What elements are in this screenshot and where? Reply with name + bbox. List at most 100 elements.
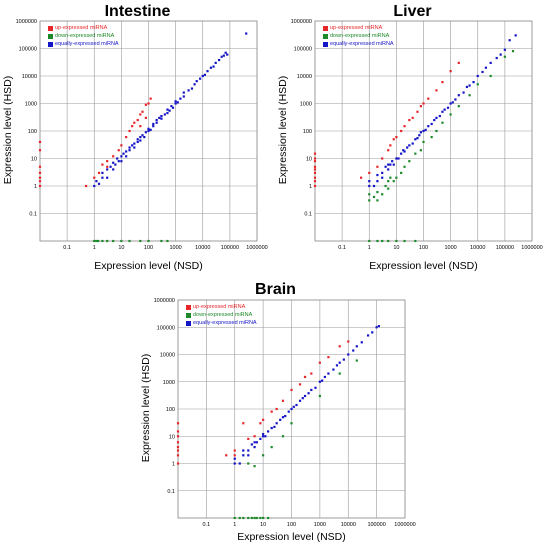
data-point: [384, 165, 387, 168]
data-point: [368, 171, 371, 174]
data-point: [141, 110, 144, 113]
data-point: [281, 416, 285, 419]
x-axis-label: Expression level (NSD): [237, 531, 346, 543]
data-point: [255, 441, 258, 444]
data-point: [136, 138, 139, 141]
data-point: [199, 77, 202, 80]
data-point: [313, 168, 317, 171]
x-tick-label: 10000: [341, 522, 356, 528]
data-point: [147, 129, 150, 133]
data-point: [139, 139, 142, 142]
data-point: [314, 386, 317, 389]
data-point: [262, 418, 265, 421]
data-point: [441, 110, 444, 113]
data-point: [114, 163, 117, 166]
y-tick-label: 10000: [297, 74, 312, 80]
data-point: [133, 121, 136, 124]
data-point: [408, 144, 411, 147]
data-point: [323, 375, 326, 379]
data-point: [301, 397, 304, 400]
data-point: [201, 74, 204, 78]
data-point: [176, 449, 180, 452]
data-point: [224, 51, 227, 54]
data-point: [95, 239, 98, 243]
data-point: [97, 171, 101, 174]
data-point: [387, 168, 390, 171]
data-point: [93, 239, 96, 243]
x-tick-label: 0.1: [63, 245, 71, 251]
data-point: [366, 334, 370, 337]
data-point: [267, 430, 270, 433]
data-point: [242, 516, 245, 520]
data-point: [376, 239, 379, 243]
data-point: [101, 171, 104, 174]
data-point: [101, 176, 104, 179]
legend-entry: equally-expressed miRNA: [186, 319, 257, 327]
data-point: [292, 405, 295, 408]
data-point: [424, 128, 427, 131]
data-point: [313, 176, 317, 179]
data-point: [371, 331, 374, 334]
legend-swatch: [48, 25, 53, 31]
data-point: [233, 449, 236, 452]
data-point: [112, 161, 115, 164]
data-point: [449, 113, 452, 116]
data-point: [195, 80, 198, 83]
data-point: [321, 379, 324, 382]
data-point: [247, 437, 250, 440]
legend-label: equally-expressed miRNA: [193, 320, 257, 327]
data-point: [152, 122, 155, 126]
chart-brain: Brain 0.1 1 10 100 1000 10000 100000 1000000 0.1 1…: [138, 280, 416, 543]
data-point: [368, 239, 371, 243]
data-point: [131, 144, 134, 147]
data-point: [176, 454, 180, 457]
data-point: [152, 125, 155, 128]
data-point: [327, 372, 330, 375]
data-point: [416, 110, 419, 113]
data-point: [400, 171, 403, 174]
data-point: [174, 100, 177, 103]
data-point: [38, 171, 42, 174]
x-tick-label: 100000: [221, 245, 239, 251]
y-tick-label: 0.1: [304, 212, 312, 218]
data-point: [247, 462, 250, 465]
data-point: [438, 114, 441, 118]
y-axis-label: Expression level (HSD): [140, 353, 152, 463]
data-point: [422, 129, 425, 133]
data-point: [416, 137, 419, 140]
data-point: [381, 193, 384, 196]
data-point: [481, 70, 484, 74]
y-tick-label: 10: [31, 157, 37, 163]
data-point: [144, 131, 147, 134]
data-point: [511, 50, 515, 53]
data-point: [338, 345, 341, 348]
data-point: [449, 70, 452, 73]
data-point: [259, 422, 262, 425]
data-point: [131, 125, 134, 128]
data-point: [355, 359, 358, 362]
data-point: [307, 392, 310, 395]
chart-liver: Liver 0.1 1 10 100 1000 10000 100000 1000000 0.1 1…: [275, 0, 550, 278]
x-tick-label: 1: [368, 245, 371, 251]
x-tick-label: 1: [233, 522, 236, 528]
data-point: [284, 414, 287, 418]
x-tick-label: 1: [93, 245, 96, 251]
x-tick-label: 10: [260, 522, 266, 528]
data-point: [295, 403, 298, 407]
data-point: [414, 152, 417, 155]
data-point: [250, 443, 253, 446]
data-point: [120, 239, 123, 243]
data-point: [318, 361, 321, 364]
x-tick-label: 100: [419, 245, 428, 251]
data-point: [147, 102, 150, 105]
data-point: [476, 74, 479, 78]
data-point: [193, 83, 196, 86]
data-point: [187, 89, 190, 92]
data-point: [403, 125, 406, 128]
data-point: [106, 239, 109, 243]
data-point: [389, 144, 392, 147]
data-point: [38, 180, 42, 183]
data-point: [147, 127, 150, 130]
data-point: [355, 345, 358, 348]
data-point: [275, 407, 278, 411]
